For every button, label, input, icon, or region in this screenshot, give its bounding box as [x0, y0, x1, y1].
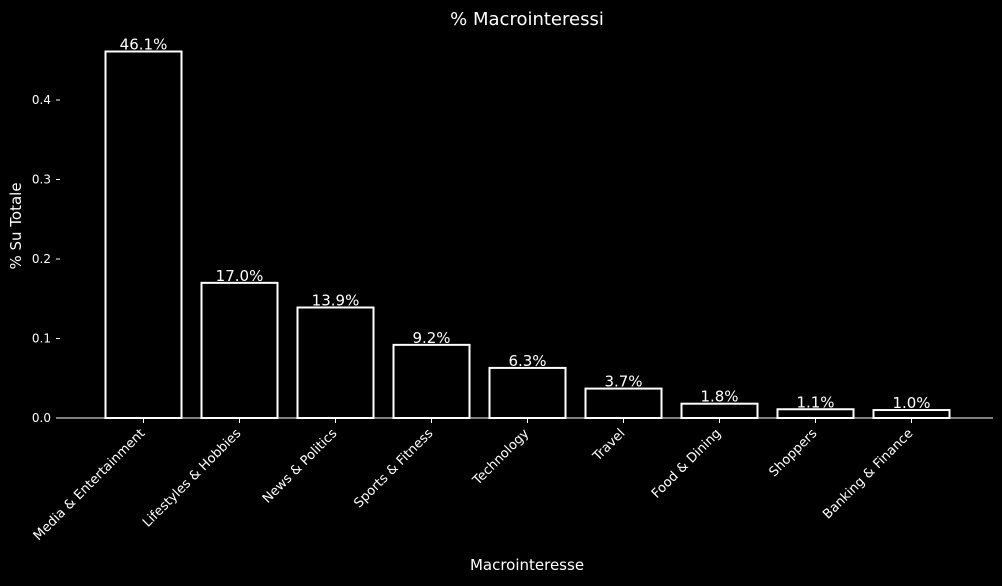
x-tick-label: Shoppers — [767, 426, 821, 480]
y-tick-label: 0.4 — [32, 93, 51, 107]
y-tick-label: 0.3 — [32, 173, 51, 187]
y-tick-label: 0.2 — [32, 252, 51, 266]
bar-value-label: 46.1% — [120, 36, 168, 54]
bar — [680, 402, 759, 420]
y-axis: 0.0 0.1 0.2 0.3 0.4 — [32, 93, 60, 425]
x-tick-label: Lifestyles & Hobbies — [140, 426, 244, 530]
x-tick-label: Media & Entertainment — [31, 426, 149, 544]
bar-value-label: 3.7% — [604, 373, 642, 391]
bar-value-label: 1.0% — [892, 394, 930, 412]
y-tick-label: 0.1 — [32, 332, 51, 346]
y-axis-label: % Su Totale — [7, 182, 25, 269]
bar-value-label: 9.2% — [412, 329, 450, 347]
bar — [488, 366, 567, 420]
chart-title: % Macrointeressi — [450, 9, 604, 30]
bar-value-label: 1.1% — [796, 393, 834, 411]
bar — [104, 50, 183, 419]
x-tick-label: Travel — [590, 426, 629, 465]
bar-value-label: 6.3% — [508, 352, 546, 370]
x-tick-label: Food & Dining — [649, 426, 724, 501]
x-tick-label: News & Politics — [260, 426, 341, 507]
x-tick-label: Technology — [470, 426, 533, 489]
bars-group: 46.1% 17.0% 13.9% 9.2% 6.3% 3.7% 1.8% 1.1% 1.0% — [104, 36, 951, 420]
bar — [392, 343, 471, 419]
bar-value-label: 13.9% — [312, 291, 360, 309]
bar-value-label: 1.8% — [700, 388, 738, 406]
bar-value-label: 17.0% — [216, 267, 264, 285]
y-tick-label: 0.0 — [32, 411, 51, 425]
bar — [296, 306, 375, 419]
x-axis-label: Macrointeresse — [470, 556, 584, 574]
bar — [584, 387, 663, 419]
x-tick-label: Banking & Finance — [820, 426, 916, 522]
bar — [200, 281, 279, 419]
x-tick-label: Sports & Fitness — [351, 426, 436, 511]
